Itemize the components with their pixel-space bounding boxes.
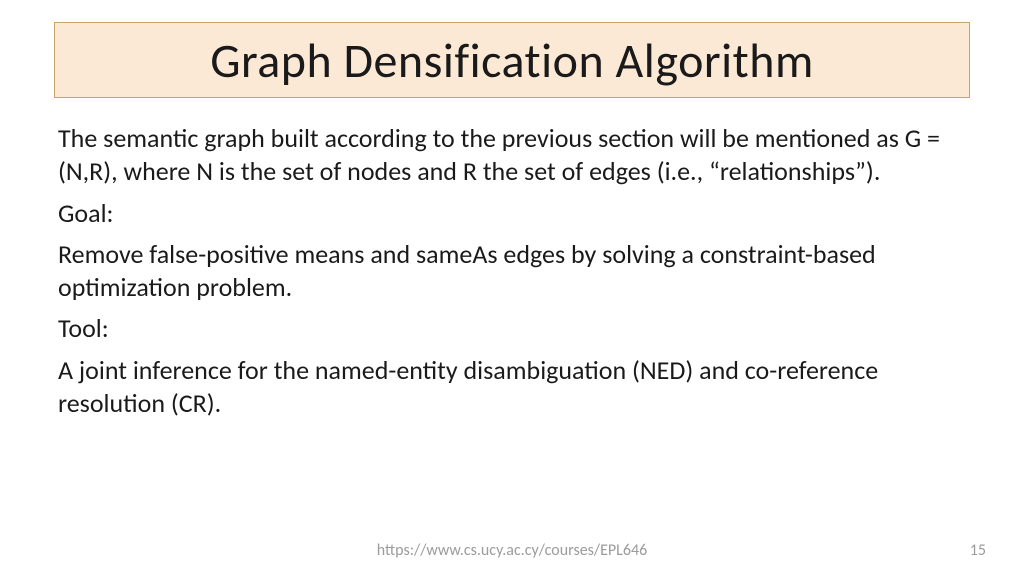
slide: Graph Densification Algorithm The semant… <box>0 0 1024 576</box>
paragraph: A joint inference for the named-entity d… <box>58 354 970 421</box>
footer-url: https://www.cs.ucy.ac.cy/courses/EPL646 <box>0 541 1024 560</box>
paragraph-tool-label: Tool: <box>58 312 970 345</box>
footer-page-number: 15 <box>970 541 986 560</box>
paragraph: Remove false-positive means and sameAs e… <box>58 238 970 305</box>
paragraph: The semantic graph built according to th… <box>58 122 970 189</box>
slide-title: Graph Densification Algorithm <box>210 31 814 90</box>
title-box: Graph Densification Algorithm <box>54 22 970 98</box>
paragraph-goal-label: Goal: <box>58 197 970 230</box>
body-text: The semantic graph built according to th… <box>58 122 970 428</box>
